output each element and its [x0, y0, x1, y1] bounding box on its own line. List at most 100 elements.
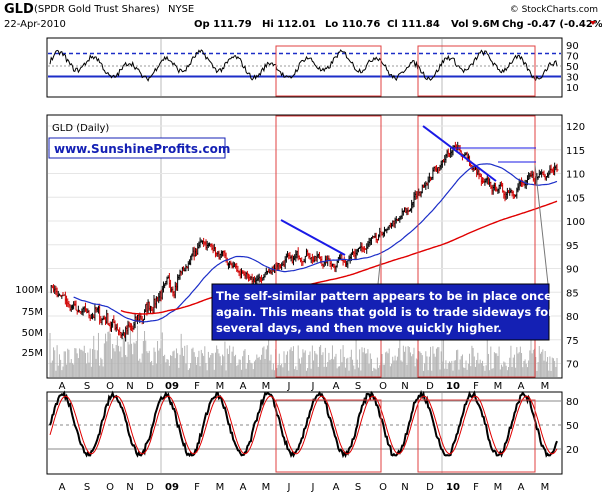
price-bars [50, 141, 559, 342]
volume-tick-label: 75M [22, 307, 43, 318]
sma-200-line [120, 200, 558, 315]
rsi-tick-label: 70 [566, 52, 579, 63]
month-label: A [518, 482, 525, 493]
month-label: N [401, 482, 408, 493]
price-tick-label: 80 [566, 312, 579, 323]
annotation-line-1: The self-similar pattern appears to be i… [216, 289, 552, 303]
ticker-name: (SPDR Gold Trust Shares) [34, 4, 160, 15]
month-label: D [146, 482, 154, 493]
logo-box [48, 137, 226, 159]
month-label: 10 [446, 482, 460, 493]
price-tick-label: 100 [566, 217, 585, 228]
highlight-box-price [275, 115, 382, 378]
month-label: S [355, 381, 361, 392]
downtrend-line-1 [280, 219, 346, 256]
connector-line [534, 164, 549, 285]
price-tick-label: 105 [566, 193, 585, 204]
ticker-symbol: GLD [4, 2, 34, 17]
month-label: N [401, 381, 408, 392]
price-tick-label: 95 [566, 241, 579, 252]
price-tick-label: 70 [566, 360, 579, 371]
month-label: A [518, 381, 525, 392]
month-label: M [494, 482, 503, 493]
price-tick-label: 110 [566, 170, 585, 181]
month-label: F [194, 381, 200, 392]
month-label: M [541, 482, 550, 493]
month-label: N [126, 482, 133, 493]
annotation-line-2: again. This means that gold is to trade … [216, 305, 554, 319]
price-tick-label: 115 [566, 146, 585, 157]
month-label: O [106, 381, 114, 392]
volume-tick-label: 100M [15, 285, 43, 296]
month-label: M [541, 381, 550, 392]
price-tick-label: 120 [566, 122, 585, 133]
month-label: S [84, 381, 90, 392]
month-label: M [494, 381, 503, 392]
price-tick-label: 75 [566, 336, 579, 347]
stochastic-tick-label: 50 [566, 421, 579, 432]
rsi-line [49, 49, 558, 82]
month-label: F [473, 482, 479, 493]
month-label: A [240, 381, 247, 392]
month-axis-top: A S O N D 09 F M A M J J A S O N D 10 F M A M [59, 381, 550, 392]
annotation-line-3: several days, and then move quickly high… [216, 321, 502, 335]
month-label: M [262, 482, 271, 493]
volume-bars [49, 325, 558, 377]
month-label: A [333, 482, 340, 493]
month-label: F [473, 381, 479, 392]
month-label: J [287, 381, 291, 392]
analyst-markup [275, 45, 549, 473]
price-axis: 120 115 110 105 100 95 90 85 80 75 70 [566, 122, 585, 371]
rsi-panel [46, 37, 563, 98]
price-tick-label: 90 [566, 265, 579, 276]
high-value: Hi 112.01 [262, 19, 316, 30]
month-label: F [194, 482, 200, 493]
rsi-tick-label: 30 [566, 73, 579, 84]
highlight-box-stochastic [275, 399, 382, 473]
month-label: M [262, 381, 271, 392]
date-label: 22-Apr-2010 [4, 19, 66, 30]
low-value: Lo 110.76 [325, 19, 380, 30]
stochastic-tick-label: 80 [566, 397, 579, 408]
rsi-tick-label: 90 [566, 41, 579, 52]
month-label: D [426, 482, 434, 493]
volume-value: Vol 9.6M [451, 19, 500, 30]
change-value: Chg -0.47 (-0.42%) [502, 19, 602, 30]
stochastic-d-line [49, 395, 558, 455]
month-label: 09 [165, 482, 179, 493]
connector-line [377, 254, 382, 285]
volume-tick-label: 50M [22, 328, 43, 339]
month-label: 09 [165, 381, 179, 392]
rsi-indicator [49, 49, 558, 82]
stochastic-k-line [49, 389, 558, 459]
highlight-box-price [417, 115, 536, 378]
month-label: S [84, 482, 90, 493]
stochastic-tick-label: 20 [566, 445, 579, 456]
month-label: O [379, 482, 387, 493]
month-label: M [216, 482, 225, 493]
downtrend-line-2 [422, 125, 497, 182]
exchange-label: NYSE [168, 4, 194, 15]
chart-header: GLD (SPDR Gold Trust Shares) NYSE 22-Apr… [4, 2, 602, 30]
month-label: O [379, 381, 387, 392]
month-label: 10 [446, 381, 460, 392]
highlight-box-rsi [417, 45, 536, 97]
watermark: © StockCharts.com [510, 5, 598, 15]
month-label: A [240, 482, 247, 493]
sunshine-logo: www.SunshineProfits.com [54, 142, 230, 156]
month-label: A [333, 381, 340, 392]
rsi-tick-label: 10 [566, 83, 579, 94]
volume-axis: 100M 75M 50M 25M [15, 285, 43, 359]
rsi-tick-label: 50 [566, 62, 579, 73]
month-axis-bottom: A S O N D 09 F M A M J J A S O N D 10 F M A M [59, 482, 550, 493]
month-label: D [146, 381, 154, 392]
highlight-box-stochastic [417, 399, 536, 473]
month-label: J [311, 482, 315, 493]
price-panel-label: GLD (Daily) [52, 123, 109, 134]
annotation-box [211, 283, 550, 341]
month-label: M [216, 381, 225, 392]
month-label: A [59, 482, 66, 493]
month-label: A [59, 381, 66, 392]
